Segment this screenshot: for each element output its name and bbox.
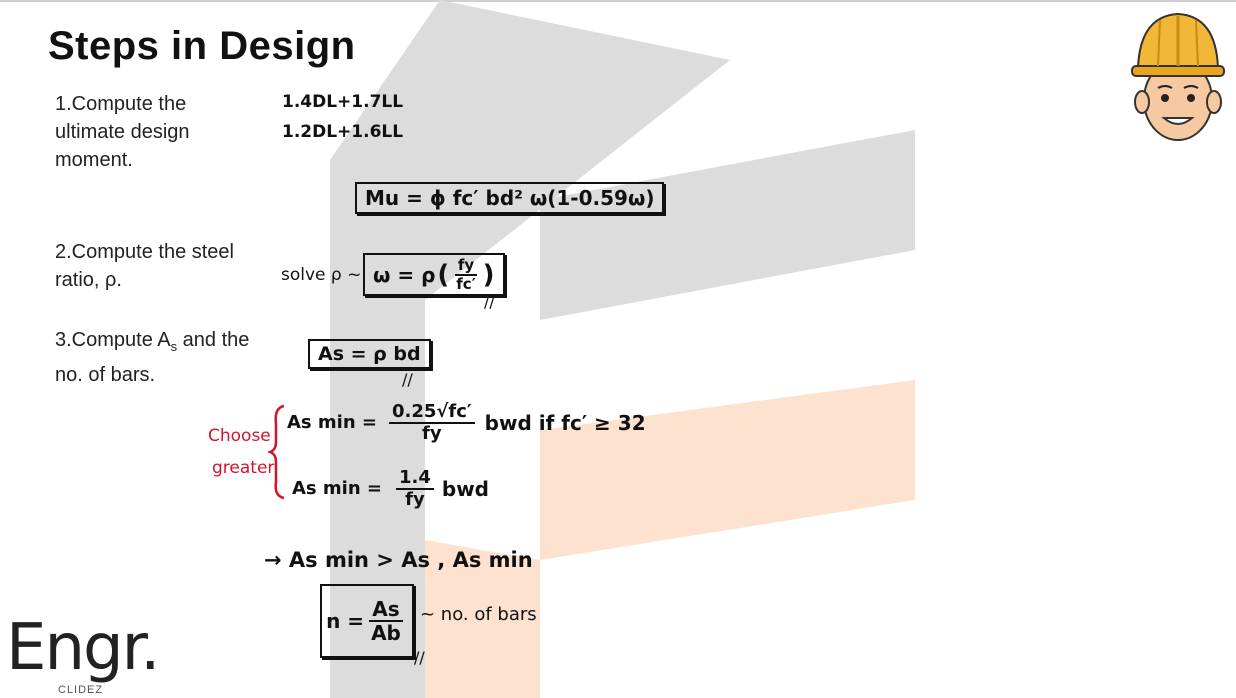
- step-1-text: 1.Compute the ultimate design moment.: [55, 93, 190, 171]
- omega-formula-box: ω = ρ ( fy fc′ ): [363, 253, 505, 296]
- number-of-bars-note: ~ no. of bars: [420, 604, 537, 625]
- asmin-formula-1: As min = 0.25√fc′ fy bwd if fc′ ≥ 32: [287, 401, 646, 444]
- check-mark-icon: //: [414, 648, 425, 667]
- asmin-comparison: → As min > As , As min: [264, 548, 533, 572]
- moment-formula-box: Mu = ϕ fc′ bd² ω(1-0.59ω): [355, 182, 665, 214]
- as-formula-box: As = ρ bd: [308, 339, 431, 369]
- curly-brace-icon: [268, 404, 285, 500]
- step-2-text: 2.Compute the steel ratio, ρ.: [55, 241, 234, 291]
- check-mark-icon: //: [484, 292, 495, 311]
- number-of-bars-formula-box: n = As Ab: [320, 584, 414, 658]
- solve-rho-label: solve ρ ~: [281, 265, 362, 285]
- engineer-with-hard-hat-icon: [1131, 12, 1225, 141]
- load-combination-1: 1.4DL+1.7LL: [282, 92, 404, 112]
- slide-title: Steps in Design: [48, 24, 356, 68]
- top-rule: [0, 0, 1236, 2]
- clidez-logo-text: CLIDEZ: [58, 684, 104, 696]
- asmin-formula-2: As min = 1.4 fy bwd: [292, 467, 489, 510]
- check-mark-icon: //: [402, 370, 413, 389]
- step-3-text: 3.Compute As and the no. of bars.: [55, 329, 250, 386]
- load-combination-2: 1.2DL+1.6LL: [282, 122, 404, 142]
- greater-label: greater: [212, 458, 275, 478]
- choose-label: Choose: [208, 426, 271, 446]
- engr-logo: Engr.: [6, 611, 160, 685]
